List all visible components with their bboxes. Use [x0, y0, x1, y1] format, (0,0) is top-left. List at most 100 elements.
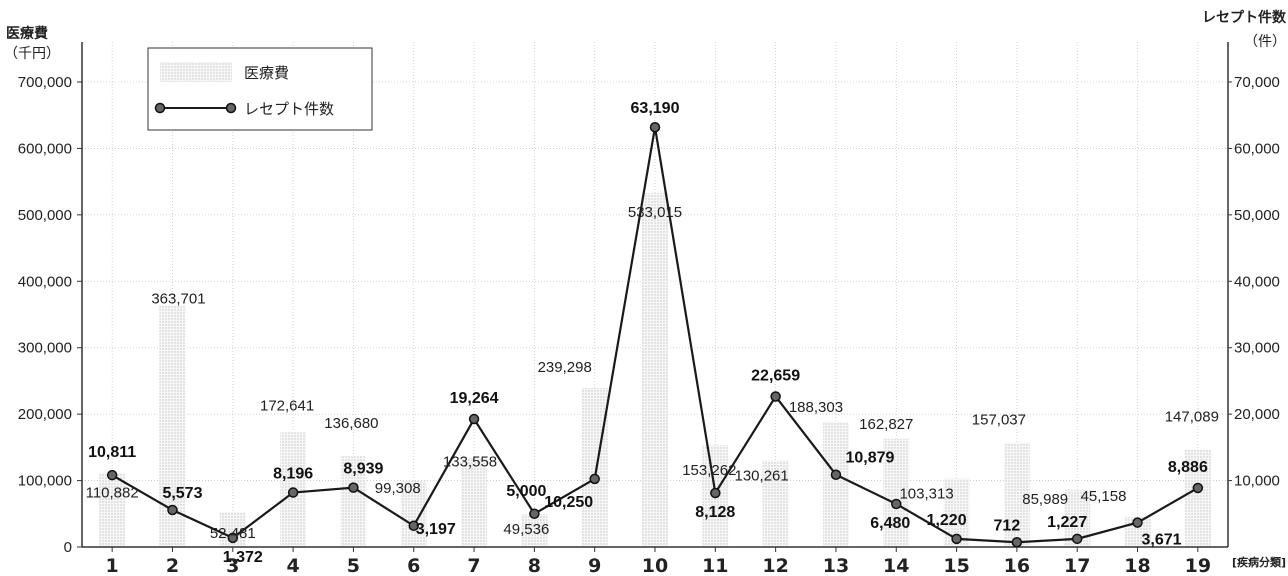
- legend-bar-label: 医療費: [244, 64, 289, 82]
- right-tick-label: 30,000: [1234, 340, 1280, 357]
- right-tick-label: 70,000: [1234, 74, 1280, 91]
- line-value-label-1: 10,811: [88, 444, 136, 461]
- x-tick-label-18: 18: [1124, 555, 1150, 576]
- right-tick-label: 60,000: [1234, 140, 1280, 157]
- bar-8: [521, 514, 548, 547]
- x-tick-label-16: 16: [1004, 555, 1030, 576]
- x-tick-label-2: 2: [166, 555, 179, 576]
- line-value-label-9: 10,250: [544, 494, 593, 511]
- line-value-label-11: 8,128: [695, 504, 735, 521]
- line-point-10: [649, 121, 661, 133]
- line-value-label-16: 712: [994, 517, 1021, 534]
- bar-value-label-14: 162,827: [859, 416, 913, 433]
- line-point-6: [408, 520, 419, 532]
- left-axis-ticks: 0 100,000 200,000 300,000 400,000 500,000 600,…: [18, 74, 82, 556]
- line-value-label-3: 1,372: [223, 549, 263, 566]
- x-tick-label-11: 11: [702, 555, 728, 576]
- legend-box: [147, 47, 373, 131]
- bar-value-label-9: 239,298: [538, 359, 592, 376]
- x-tick-label-10: 10: [642, 555, 668, 576]
- bar-value-label-5: 136,680: [324, 415, 378, 432]
- bar-value-labels: 110,882 363,701 52,481 172,641 136,680 99,308…: [86, 204, 1219, 542]
- line-point-13: [830, 469, 842, 480]
- x-tick-label-9: 9: [588, 555, 601, 576]
- bar-value-label-15: 103,313: [899, 485, 953, 502]
- bar-value-label-4: 172,641: [260, 397, 314, 414]
- legend-line-label: レセプト件数: [244, 100, 334, 118]
- x-tick-label-17: 17: [1064, 555, 1090, 576]
- right-axis-unit: （件）: [1244, 34, 1286, 50]
- line-value-label-6: 3,197: [416, 521, 456, 538]
- line-value-label-19: 8,886: [1168, 459, 1208, 476]
- right-tick-label: 40,000: [1234, 273, 1280, 290]
- bar-value-label-7: 133,558: [443, 453, 497, 470]
- bar-14: [883, 438, 910, 547]
- line-value-labels: 10,811 5,573 1,372 8,196 8,939 3,197 19,264 5,0…: [88, 100, 1208, 566]
- right-tick-label: 50,000: [1234, 207, 1280, 224]
- line-point-17: [1071, 533, 1083, 545]
- line-value-label-4: 8,196: [273, 466, 313, 483]
- line-point-19: [1192, 482, 1204, 494]
- bar-9: [581, 388, 608, 547]
- left-tick-label: 400,000: [18, 273, 72, 290]
- line-point-2: [167, 504, 178, 516]
- bar-value-label-3: 52,481: [210, 525, 256, 542]
- legend-bar-swatch: [160, 62, 232, 82]
- x-tick-label-3: 3: [226, 555, 239, 576]
- right-tick-label: 20,000: [1234, 406, 1280, 423]
- bar-value-label-12: 130,261: [735, 467, 789, 484]
- bar-value-label-10: 533,015: [628, 204, 682, 221]
- bar-value-label-18: 45,158: [1081, 488, 1127, 505]
- legend-line-marker-left: [154, 102, 166, 114]
- left-tick-label: 300,000: [18, 340, 72, 357]
- x-tick-label-7: 7: [467, 555, 480, 576]
- bar-10: [642, 192, 668, 547]
- x-axis-category-label: [疾病分類]: [1232, 555, 1286, 569]
- bar-value-label-2: 363,701: [151, 290, 205, 307]
- left-tick-label: 600,000: [18, 140, 72, 157]
- line-value-label-7: 19,264: [450, 390, 499, 407]
- x-tick-label-1: 1: [106, 555, 119, 576]
- line-value-label-2: 5,573: [162, 485, 202, 502]
- x-tick-label-15: 15: [943, 555, 969, 576]
- x-tick-label-6: 6: [407, 555, 420, 576]
- legend: 医療費 レセプト件数: [147, 47, 373, 131]
- x-tick-label-8: 8: [528, 555, 541, 576]
- bar-7: [461, 458, 488, 547]
- x-tick-label-14: 14: [883, 555, 909, 576]
- line-point-3: [227, 532, 239, 544]
- line-value-label-17: 1,227: [1047, 514, 1087, 531]
- line-point-15: [951, 533, 962, 545]
- line-value-label-10: 63,190: [631, 100, 680, 117]
- x-axis-ticks: 1 2 3 4 5 6 7 8 9 10 11 12 13 14 15 16 17 18 19: [106, 547, 1211, 576]
- line-value-label-8: 5,000: [506, 483, 546, 500]
- line-point-1: [106, 469, 118, 481]
- bar-value-label-13: 188,303: [789, 399, 843, 416]
- line-value-label-13: 10,879: [845, 450, 894, 467]
- line-point-9: [589, 473, 600, 485]
- bar-value-label-17: 85,989: [1022, 491, 1068, 508]
- left-tick-label: 500,000: [18, 207, 72, 224]
- left-tick-label: 700,000: [18, 74, 72, 91]
- bar-value-label-19: 147,089: [1165, 408, 1219, 425]
- x-tick-label-12: 12: [762, 555, 788, 576]
- x-tick-label-13: 13: [823, 555, 849, 576]
- bar-19: [1184, 449, 1211, 547]
- left-tick-label: 200,000: [18, 406, 72, 423]
- x-tick-label-5: 5: [347, 555, 360, 576]
- line-value-label-18: 3,671: [1142, 532, 1182, 549]
- x-tick-label-19: 19: [1185, 555, 1211, 576]
- bar-value-label-11: 153,262: [682, 462, 736, 479]
- line-value-label-14: 6,480: [870, 515, 910, 532]
- left-tick-label: 100,000: [18, 473, 72, 490]
- right-axis-ticks: 10,000 20,000 30,000 40,000 50,000 60,000 70,0…: [1228, 74, 1280, 490]
- bar-value-label-1: 110,882: [86, 484, 139, 501]
- line-point-11: [710, 487, 721, 499]
- right-tick-label: 10,000: [1234, 473, 1280, 490]
- right-axis-title: レセプト件数: [1202, 9, 1287, 26]
- bar-6: [400, 481, 427, 547]
- line-point-18: [1132, 517, 1143, 528]
- bar-16: [1003, 442, 1030, 547]
- line-value-label-5: 8,939: [343, 461, 383, 478]
